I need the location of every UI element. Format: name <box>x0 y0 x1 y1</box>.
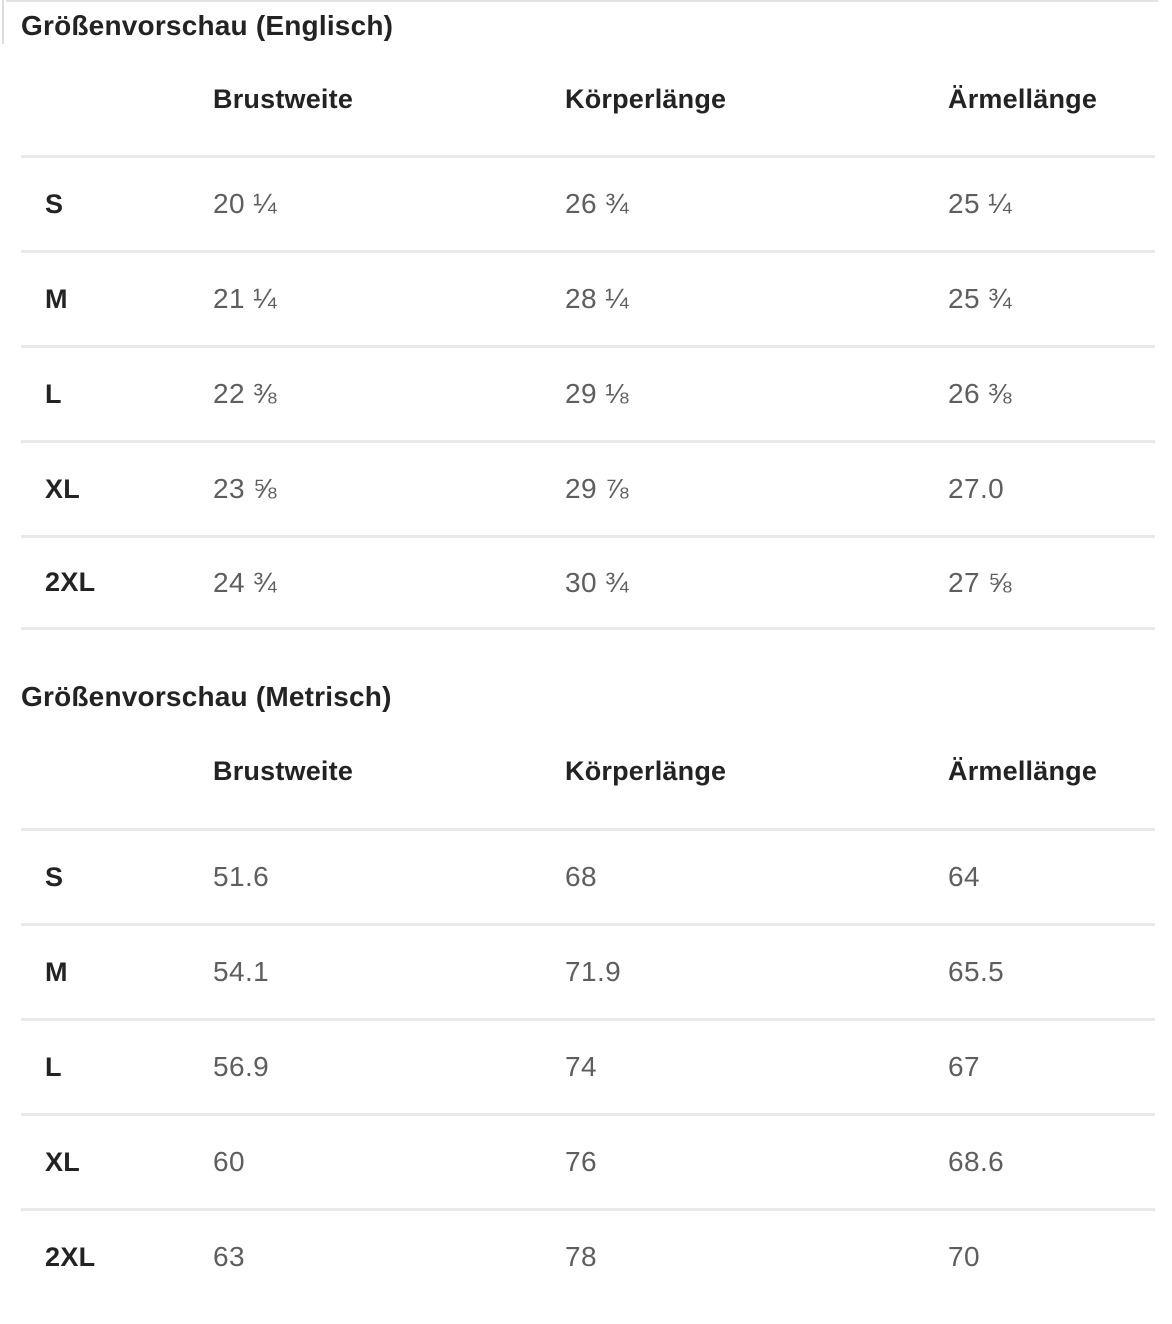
body-length-value: 29 ⅛ <box>565 378 629 409</box>
size-label: L <box>45 1051 62 1082</box>
size-label: 2XL <box>45 1241 96 1272</box>
sleeve-length-value: 25 ¾ <box>948 283 1012 314</box>
size-label: S <box>45 188 64 219</box>
size-label: L <box>45 378 62 409</box>
size-label: XL <box>45 1146 81 1177</box>
chest-value: 20 ¼ <box>213 188 277 219</box>
header-aermellaenge: Ärmellänge <box>948 755 1098 786</box>
table-row-m: M 54.1 71.9 65.5 <box>21 923 1155 1018</box>
size-label: 2XL <box>45 567 96 597</box>
sleeve-length-value: 26 ⅜ <box>948 378 1012 409</box>
size-label: M <box>45 283 68 314</box>
size-label: S <box>45 861 64 892</box>
body-length-value: 76 <box>565 1146 597 1177</box>
body-length-value: 71.9 <box>565 956 622 987</box>
chest-value: 21 ¼ <box>213 283 277 314</box>
sleeve-length-value: 70 <box>948 1241 980 1272</box>
body-length-value: 26 ¾ <box>565 188 629 219</box>
table-row-l: L 56.9 74 67 <box>21 1018 1155 1113</box>
table-header-row: Brustweite Körperlänge Ärmellänge <box>21 714 1155 828</box>
header-koerperlaenge: Körperlänge <box>565 83 727 114</box>
table-row-xl: XL 60 76 68.6 <box>21 1113 1155 1208</box>
chest-value: 51.6 <box>213 861 270 892</box>
sleeve-length-value: 27.0 <box>948 473 1005 504</box>
header-brustweite: Brustweite <box>213 755 354 786</box>
body-length-value: 74 <box>565 1051 597 1082</box>
sleeve-length-value: 65.5 <box>948 956 1005 987</box>
body-length-value: 68 <box>565 861 597 892</box>
chest-value: 23 ⅝ <box>213 473 277 504</box>
chest-value: 63 <box>213 1241 245 1272</box>
table-row-xl: XL 23 ⅝ 29 ⅞ 27.0 <box>21 440 1155 535</box>
sleeve-length-value: 64 <box>948 861 980 892</box>
chest-value: 22 ⅜ <box>213 378 277 409</box>
chest-value: 56.9 <box>213 1051 270 1082</box>
panel-top-divider <box>6 0 1158 2</box>
chest-value: 24 ¾ <box>213 566 277 598</box>
table-row-2xl: 2XL 24 ¾ 30 ¾ 27 ⅝ <box>21 535 1155 630</box>
body-length-value: 28 ¼ <box>565 283 629 314</box>
table-title-metric: Größenvorschau (Metrisch) <box>21 681 392 712</box>
size-table-metric: Größenvorschau (Metrisch) Brustweite Kör… <box>21 680 1155 1303</box>
header-aermellaenge: Ärmellänge <box>948 83 1098 114</box>
sleeve-length-value: 68.6 <box>948 1146 1005 1177</box>
size-label: XL <box>45 473 81 504</box>
chest-value: 60 <box>213 1146 245 1177</box>
body-length-value: 78 <box>565 1241 597 1272</box>
sleeve-length-value: 25 ¼ <box>948 188 1012 219</box>
sleeve-length-value: 67 <box>948 1051 980 1082</box>
header-koerperlaenge: Körperlänge <box>565 755 727 786</box>
chest-value: 54.1 <box>213 956 270 987</box>
body-length-value: 29 ⅞ <box>565 473 629 504</box>
sleeve-length-value: 27 ⅝ <box>948 566 1012 598</box>
table-row-l: L 22 ⅜ 29 ⅛ 26 ⅜ <box>21 345 1155 440</box>
table-header-row: Brustweite Körperlänge Ärmellänge <box>21 43 1155 155</box>
panel-left-edge-divider <box>2 0 4 44</box>
table-row-s: S 20 ¼ 26 ¾ 25 ¼ <box>21 155 1155 250</box>
body-length-value: 30 ¾ <box>565 566 629 598</box>
table-title-english: Größenvorschau (Englisch) <box>21 10 394 41</box>
size-label: M <box>45 956 68 987</box>
size-table-english: Größenvorschau (Englisch) Brustweite Kör… <box>21 0 1155 630</box>
table-row-s: S 51.6 68 64 <box>21 828 1155 923</box>
header-brustweite: Brustweite <box>213 83 354 114</box>
table-row-m: M 21 ¼ 28 ¼ 25 ¾ <box>21 250 1155 345</box>
table-row-2xl: 2XL 63 78 70 <box>21 1208 1155 1303</box>
